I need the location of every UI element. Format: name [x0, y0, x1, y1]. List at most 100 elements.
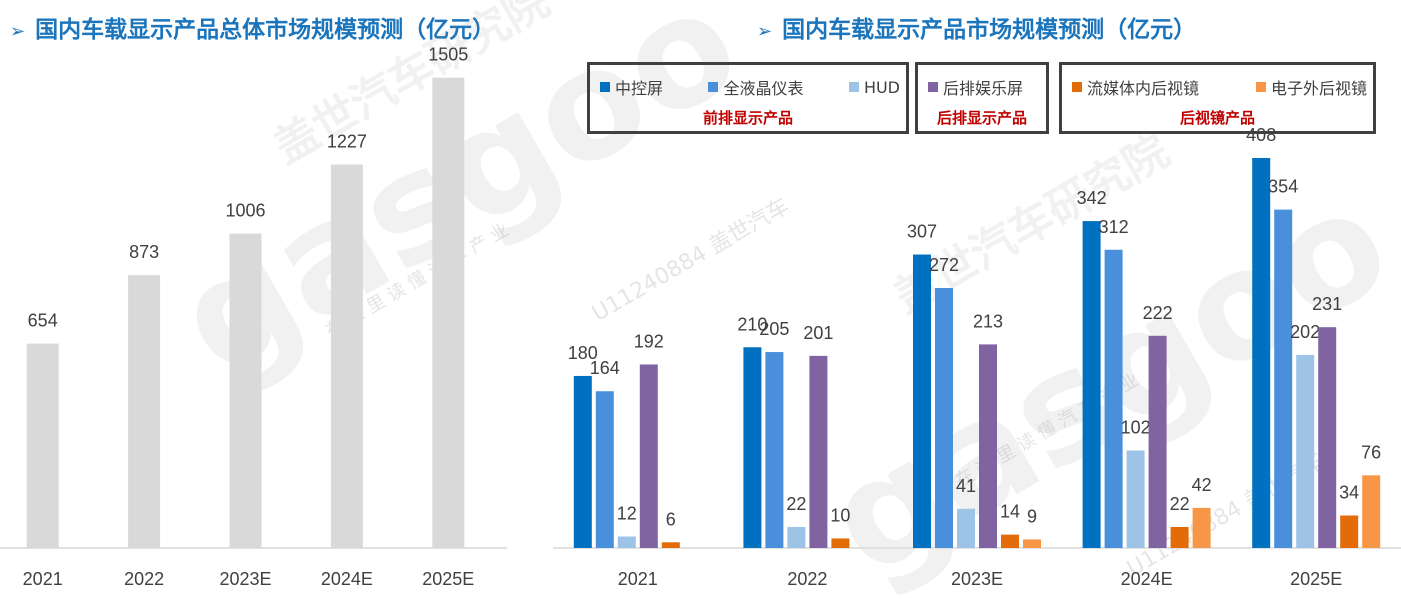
legend-swatch [600, 82, 610, 92]
bar-中控屏-2025E [1252, 158, 1271, 548]
data-label-后排娱乐屏-2022: 201 [803, 323, 833, 343]
data-label-total-2023E: 1006 [225, 201, 265, 221]
data-label-流媒体内后视镜-2023E: 14 [1000, 502, 1020, 522]
bar-电子外后视镜-2025E [1362, 475, 1381, 548]
bar-HUD-2023E [957, 508, 975, 548]
data-label-HUD-2023E: 41 [956, 476, 976, 496]
data-label-后排娱乐屏-2021: 192 [634, 331, 664, 351]
bar-HUD-2021 [617, 536, 636, 548]
data-label-后排娱乐屏-2023E: 213 [973, 311, 1003, 331]
data-label-中控屏-2025E: 408 [1246, 125, 1276, 145]
data-label-total-2021: 654 [28, 311, 58, 331]
data-label-电子外后视镜-2024E: 42 [1192, 475, 1212, 495]
bar-total-2022 [128, 275, 161, 548]
data-label-全液晶仪表-2021: 164 [590, 358, 620, 378]
bar-全液晶仪表-2023E [935, 288, 953, 548]
data-label-total-2022: 873 [129, 242, 159, 262]
charts-canvas: 654 2021 873 2022 1006 2023E 1227 2024E 1505 2025… [0, 45, 1401, 589]
x-tick-label-left: 2024E [321, 569, 373, 589]
bar-total-2023E [229, 233, 262, 548]
data-label-中控屏-2022: 210 [737, 314, 767, 334]
bar-total-2021 [26, 343, 59, 548]
bar-全液晶仪表-2025E [1274, 209, 1293, 548]
x-tick-label-left: 2022 [124, 569, 164, 589]
bar-total-2025E [432, 77, 465, 548]
bar-后排娱乐屏-2023E [979, 344, 997, 548]
data-label-HUD-2022: 22 [786, 494, 806, 514]
x-tick-label-right: 2024E [1121, 569, 1173, 589]
bar-HUD-2022 [787, 526, 806, 548]
legend-swatch [708, 82, 719, 92]
data-label-电子外后视镜-2025E: 76 [1361, 442, 1381, 462]
bar-流媒体内后视镜-2025E [1340, 515, 1359, 548]
legend-item-lcd-cluster: 全液晶仪表 [708, 75, 803, 99]
bar-全液晶仪表-2024E [1104, 249, 1123, 548]
bar-中控屏-2023E [913, 254, 931, 548]
x-tick-label-right: 2025E [1290, 569, 1342, 589]
data-label-流媒体内后视镜-2022: 10 [830, 505, 850, 525]
bar-全液晶仪表-2022 [765, 352, 784, 548]
data-label-HUD-2025E: 202 [1290, 322, 1320, 342]
legend-item-hud: HUD [848, 75, 900, 99]
data-label-total-2024E: 1227 [327, 132, 367, 152]
legend-swatch [1072, 82, 1082, 92]
left-chart-title: ➢ 国内车载显示产品总体市场规模预测（亿元） [10, 10, 495, 44]
data-label-全液晶仪表-2024E: 312 [1099, 217, 1129, 237]
bar-中控屏-2022 [743, 347, 762, 548]
data-label-流媒体内后视镜-2021: 6 [666, 509, 676, 529]
data-label-中控屏-2021: 180 [568, 343, 598, 363]
bar-中控屏-2024E [1082, 221, 1101, 548]
bullet-arrow-icon: ➢ [757, 21, 773, 42]
legend-swatch [928, 82, 938, 92]
right-chart-title: ➢ 国内车载显示产品市场规模预测（亿元） [757, 10, 1196, 44]
data-label-total-2025E: 1505 [428, 45, 468, 65]
bar-流媒体内后视镜-2022 [831, 538, 850, 548]
legend-group-front: 中控屏 全液晶仪表 HUD 前排显示产品 [587, 62, 909, 134]
bar-流媒体内后视镜-2021 [661, 542, 680, 548]
bar-后排娱乐屏-2025E [1318, 327, 1337, 548]
legend-item-rear-entertainment: 后排娱乐屏 [928, 75, 1023, 99]
data-label-后排娱乐屏-2025E: 231 [1312, 294, 1342, 314]
x-tick-label-left: 2021 [23, 569, 63, 589]
legend-item-streaming-mirror: 流媒体内后视镜 [1072, 75, 1199, 99]
bar-HUD-2025E [1296, 354, 1315, 548]
bar-全液晶仪表-2021 [595, 391, 614, 548]
legend-item-electronic-side-mirror: 电子外后视镜 [1255, 75, 1367, 99]
data-label-流媒体内后视镜-2024E: 22 [1170, 494, 1190, 514]
bar-中控屏-2021 [573, 375, 592, 548]
data-label-中控屏-2024E: 342 [1077, 188, 1107, 208]
left-title-text: 国内车载显示产品总体市场规模预测（亿元） [35, 17, 496, 43]
bar-流媒体内后视镜-2023E [1001, 534, 1019, 548]
bar-后排娱乐屏-2022 [809, 355, 828, 548]
legend-group-mirror: 流媒体内后视镜 电子外后视镜 后视镜产品 [1059, 62, 1376, 134]
data-label-电子外后视镜-2023E: 9 [1027, 506, 1037, 526]
bar-后排娱乐屏-2021 [639, 364, 658, 548]
x-tick-label-right: 2021 [618, 569, 658, 589]
legend-group-label-mirror: 后视镜产品 [1179, 109, 1255, 127]
bar-total-2024E [330, 164, 363, 548]
legend-swatch [848, 82, 859, 92]
legend-group-label-rear: 后排显示产品 [936, 109, 1027, 127]
bar-电子外后视镜-2024E [1192, 507, 1211, 548]
x-tick-label-left: 2023E [219, 569, 271, 589]
data-label-后排娱乐屏-2024E: 222 [1143, 303, 1173, 323]
bullet-arrow-icon: ➢ [10, 21, 26, 42]
right-title-text: 国内车载显示产品市场规模预测（亿元） [782, 17, 1197, 43]
legend-group-rear: 后排娱乐屏 后排显示产品 [915, 62, 1049, 134]
bar-后排娱乐屏-2024E [1148, 335, 1167, 548]
data-label-全液晶仪表-2023E: 272 [929, 255, 959, 275]
data-label-流媒体内后视镜-2025E: 34 [1339, 483, 1359, 503]
data-label-全液晶仪表-2025E: 354 [1268, 177, 1298, 197]
legend-group-label-front: 前排显示产品 [702, 109, 793, 127]
data-label-HUD-2024E: 102 [1121, 418, 1151, 438]
bar-电子外后视镜-2023E [1023, 539, 1041, 548]
legend-item-center-screen: 中控屏 [600, 75, 663, 99]
data-label-全液晶仪表-2022: 205 [759, 319, 789, 339]
bar-HUD-2024E [1126, 450, 1145, 548]
bar-流媒体内后视镜-2024E [1170, 526, 1189, 548]
data-label-中控屏-2023E: 307 [907, 222, 937, 242]
data-label-HUD-2021: 12 [617, 504, 637, 524]
x-tick-label-right: 2022 [787, 569, 827, 589]
x-tick-label-right: 2023E [951, 569, 1003, 589]
legend-swatch [1255, 82, 1266, 92]
